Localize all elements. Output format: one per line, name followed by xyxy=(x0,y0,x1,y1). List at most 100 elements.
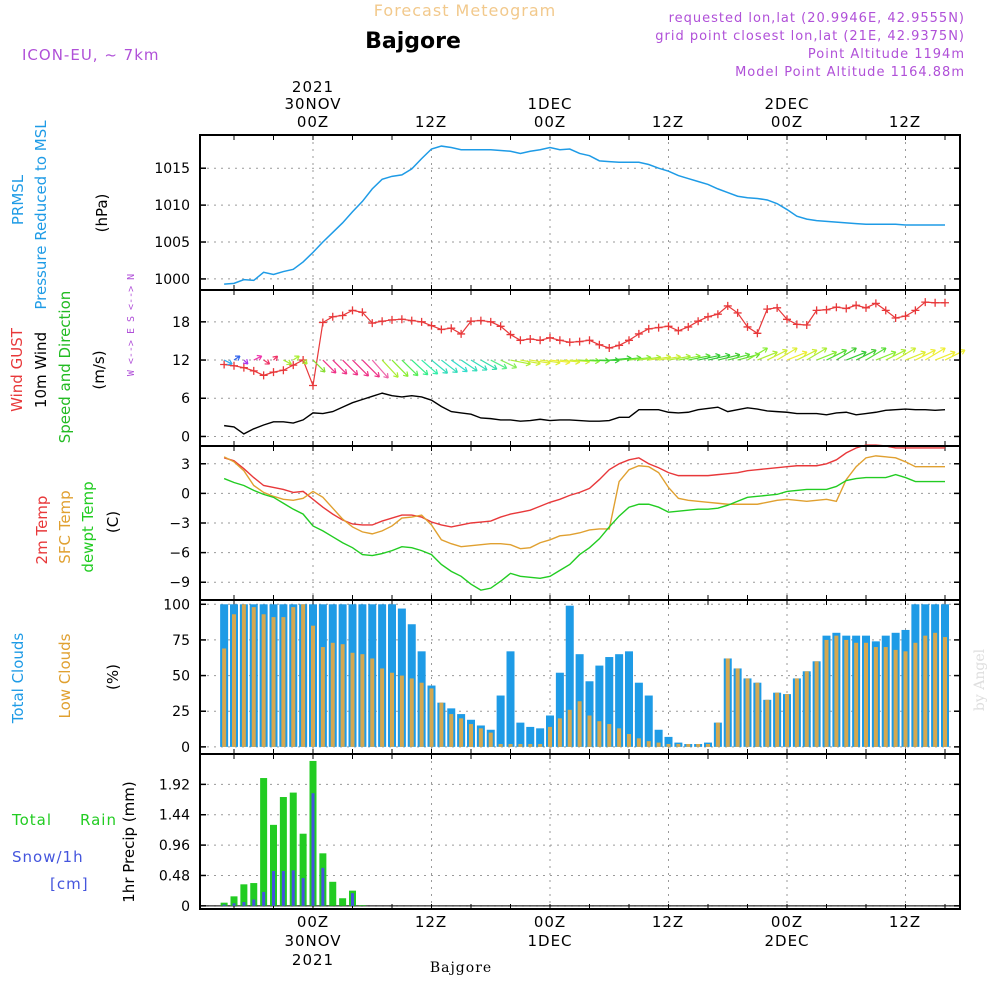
wind-gust-marker xyxy=(230,361,238,370)
wind-gust-marker xyxy=(753,329,762,338)
wind-direction-arrow xyxy=(233,355,241,361)
wind-gust-marker xyxy=(555,336,564,345)
low-clouds-bar xyxy=(706,744,710,747)
low-clouds-bar xyxy=(666,744,671,747)
wind-gust-marker xyxy=(812,306,821,315)
bottom-date-1dec: 1DEC xyxy=(527,932,572,950)
wind-gust-marker xyxy=(941,298,949,307)
low-clouds-bar xyxy=(449,714,454,747)
wind-gust-marker xyxy=(773,303,782,312)
rain-bar xyxy=(230,896,238,906)
wind-gust-marker xyxy=(427,321,436,330)
wind-direction-arrow xyxy=(855,348,877,361)
wind-gust-marker xyxy=(881,306,890,315)
low-clouds-bar xyxy=(745,678,750,747)
y-tick-label: 0 xyxy=(181,899,190,915)
low-clouds-bar xyxy=(646,741,651,747)
low-clouds-bar xyxy=(567,709,572,747)
y-tick-label: 100 xyxy=(163,597,190,613)
wind-direction-arrow xyxy=(934,350,956,361)
top-hour-label: 12Z xyxy=(652,113,684,131)
y-tick-label: 1000 xyxy=(154,272,190,288)
total-clouds-bar xyxy=(555,672,564,747)
forecast-meteogram-title: Forecast Meteogram xyxy=(374,1,556,20)
watermark: by Angel xyxy=(972,648,988,711)
y-tick-label: 0 xyxy=(181,486,190,502)
model-point-altitude: Model Point Altitude 1164.88m xyxy=(735,65,965,80)
rain-bar xyxy=(299,833,307,906)
rain-bar xyxy=(260,778,268,906)
low-clouds-bar xyxy=(399,675,404,747)
bottom-hour-label: 00Z xyxy=(771,913,803,931)
rain-bar xyxy=(279,797,287,906)
low-clouds-bar xyxy=(883,647,888,747)
wind-gust-marker xyxy=(891,314,900,323)
low-clouds-bar xyxy=(548,726,552,747)
temp-sfc-title: SFC Temp xyxy=(56,490,74,563)
total-clouds-title: Total Clouds xyxy=(9,633,27,725)
wind-gust-marker xyxy=(615,341,624,350)
low-clouds-bar xyxy=(439,702,444,747)
wind-direction-arrow xyxy=(786,350,808,361)
low-clouds-bar xyxy=(508,744,513,747)
low-clouds-bar xyxy=(676,744,681,747)
wind-gust-marker xyxy=(328,312,337,321)
pressure-title-1: PRMSL xyxy=(9,174,27,225)
wind-direction-arrow xyxy=(342,359,359,376)
wind-gust-marker xyxy=(595,340,604,349)
total-clouds-bar xyxy=(625,651,633,747)
precip-snow-label: Snow/1h xyxy=(12,848,84,866)
wind-gust-marker xyxy=(348,306,357,315)
wind-direction-arrow xyxy=(272,355,279,362)
wind-gust-marker xyxy=(733,308,742,317)
total-clouds-bar xyxy=(644,695,653,747)
low-clouds-bar xyxy=(330,642,335,747)
y-tick-label: 0.48 xyxy=(159,868,190,884)
wind-gust-marker xyxy=(486,317,495,326)
wind-gust-marker xyxy=(575,337,584,346)
wind-gust-marker xyxy=(368,319,377,328)
temp-dewpt-title: dewpt Temp xyxy=(79,481,97,572)
bottom-hour-label: 12Z xyxy=(652,913,684,931)
low-clouds-bar xyxy=(854,642,859,747)
wind-gust-marker xyxy=(378,317,387,326)
wind-gust-marker xyxy=(783,315,791,324)
wind-direction-arrow xyxy=(915,348,936,361)
wind-gust-marker xyxy=(239,363,248,372)
low-clouds-bar xyxy=(340,644,345,747)
y-tick-label: 1.92 xyxy=(159,777,190,793)
wind-direction-arrow xyxy=(500,359,518,369)
wind-direction-arrow xyxy=(223,359,233,366)
bottom-hour-label: 00Z xyxy=(297,913,329,931)
low-clouds-bar xyxy=(360,654,365,747)
low-clouds-bar xyxy=(380,668,385,747)
wind-direction-arrow xyxy=(371,359,389,379)
total-clouds-bar xyxy=(595,665,604,747)
temp-2m-title: 2m Temp xyxy=(33,496,51,565)
rain-bar xyxy=(220,902,228,906)
wind-direction-arrow xyxy=(766,348,788,361)
panel-frame xyxy=(199,289,961,447)
wind-direction-arrow xyxy=(322,359,337,374)
wind-gust-marker xyxy=(684,322,693,331)
wind-gust-marker xyxy=(476,316,485,325)
total-clouds-bar xyxy=(565,605,574,747)
y-tick-label: 12 xyxy=(172,353,190,369)
low-clouds-bar xyxy=(528,744,533,747)
total-clouds-bar xyxy=(506,651,515,747)
wind-direction-arrow xyxy=(836,347,857,361)
total-clouds-bar xyxy=(664,736,673,747)
low-clouds-bar xyxy=(538,744,543,747)
wind-gust-marker xyxy=(388,315,396,324)
total-clouds-bar xyxy=(516,722,525,747)
wind-direction-arrow xyxy=(470,359,488,371)
low-clouds-bar xyxy=(251,607,256,747)
low-clouds-bar xyxy=(636,738,641,747)
top-date-30nov: 30NOV xyxy=(284,95,341,113)
rain-bar xyxy=(358,905,366,906)
low-clouds-bar xyxy=(232,614,236,747)
low-clouds-bar xyxy=(755,682,760,747)
wind-direction-arrow xyxy=(885,348,907,361)
wind-gust-marker xyxy=(802,321,811,330)
wind-gust-marker xyxy=(763,305,772,314)
